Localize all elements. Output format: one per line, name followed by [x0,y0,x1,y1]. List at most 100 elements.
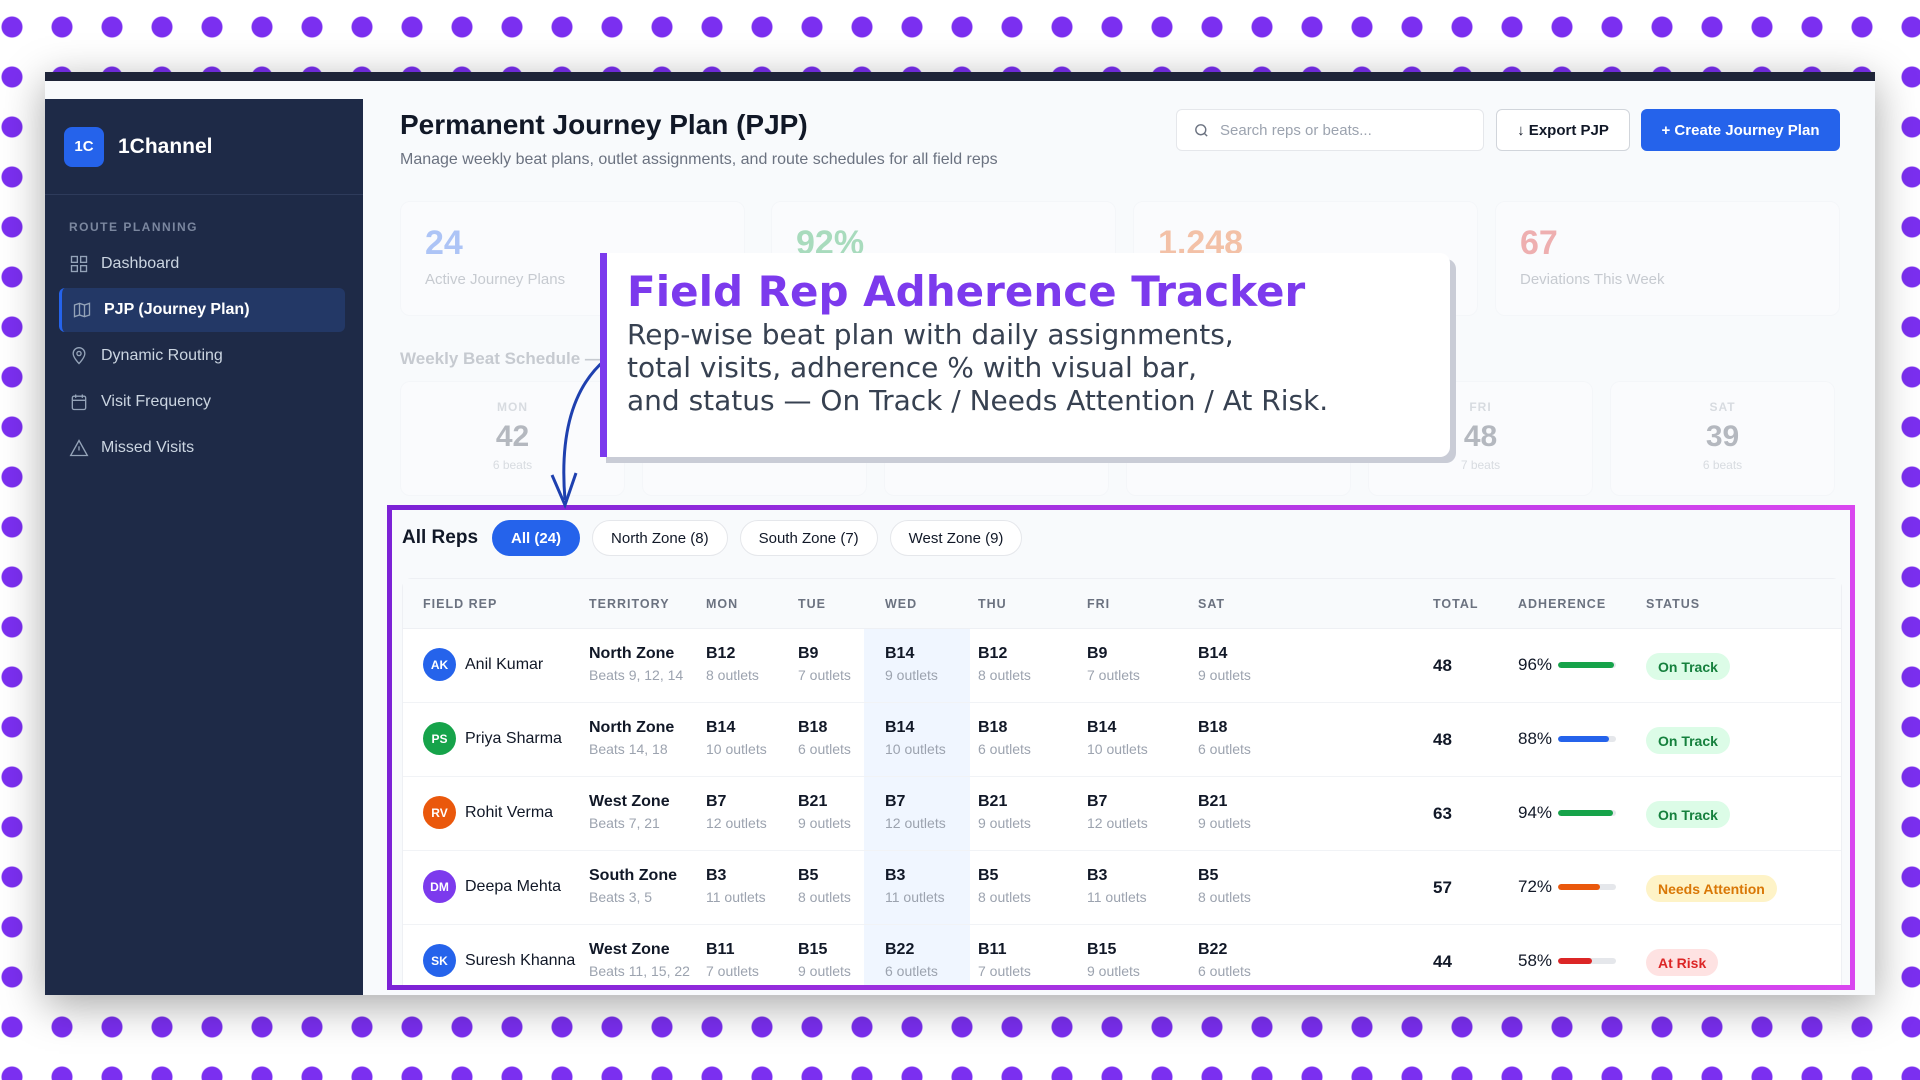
beat-code: B21 [1198,793,1228,810]
sidebar-item-missed-visits[interactable]: Missed Visits [59,426,345,470]
filter-chip[interactable]: West Zone (9) [889,520,1023,556]
adherence-bar [1558,810,1617,816]
status-badge: On Track [1646,727,1730,754]
column-header[interactable]: MON [706,597,739,611]
rep-name[interactable]: Rohit Verma [465,803,554,821]
outlet-count: 6 outlets [798,741,851,757]
beat-code: B18 [978,719,1008,736]
callout-line: and status — On Track / Needs Attention … [627,383,1329,417]
search-icon [1195,123,1208,137]
sidebar-item-dynamic-routing[interactable]: Dynamic Routing [59,334,345,378]
column-header[interactable]: THU [978,597,1007,611]
search-input[interactable]: Search reps or beats... [1176,109,1484,151]
day-card[interactable]: MON 42 6 beats [400,381,625,496]
adherence-bar [1558,662,1617,668]
field-rep: DM Deepa Mehta [423,870,561,903]
rep-name[interactable]: Deepa Mehta [465,877,562,895]
column-header[interactable]: TUE [798,597,826,611]
day-cell: B12 8 outlets [706,645,759,683]
reps-table: FIELD REP TERRITORY MON TUE WED THU FRI SAT TOTA… [402,578,1842,985]
beat-code: B3 [1087,867,1108,884]
column-header[interactable]: ADHERENCE [1518,597,1607,611]
sidebar-item-label: Visit Frequency [101,393,211,410]
beat-code: B14 [706,719,736,736]
sidebar-item-dashboard[interactable]: Dashboard [59,242,345,286]
outlet-count: 9 outlets [798,963,851,979]
day-cell: B5 8 outlets [1198,867,1251,905]
filter-chip[interactable]: All (24) [492,520,581,556]
territory-beats: Beats 7, 21 [589,815,660,831]
table-row[interactable]: AK Anil Kumar North Zone Beats 9, 12, 14 B1… [403,629,1841,703]
sidebar-item-visit-frequency[interactable]: Visit Frequency [59,380,345,424]
adherence-bar-fill [1558,736,1610,742]
beat-code: B12 [706,645,736,662]
day-cell: B18 6 outlets [1198,719,1251,757]
territory-name: West Zone [589,941,670,958]
outlet-count: 9 outlets [1198,667,1251,683]
day-cell: B11 7 outlets [978,941,1031,979]
outlet-count: 9 outlets [1198,815,1251,831]
beat-code: B7 [1087,793,1108,810]
total-visits: 57 [1433,878,1452,897]
territory-name: West Zone [589,793,670,810]
outlet-count: 8 outlets [978,889,1031,905]
day-cell: B3 11 outlets [706,867,766,905]
callout-annotation: Field Rep Adherence Tracker Rep-wise bea… [600,253,1450,457]
avatar: DM [423,870,456,903]
adherence-bar-fill [1558,958,1592,964]
filter-chip[interactable]: North Zone (8) [592,520,728,556]
day-cell: B7 12 outlets [885,793,946,831]
status-badge: Needs Attention [1646,875,1777,902]
page-title: Permanent Journey Plan (PJP) [400,109,808,140]
day-count: 42 [495,420,530,453]
status-badge: At Risk [1646,949,1719,976]
day-cell: B5 8 outlets [978,867,1031,905]
day-card[interactable]: SAT 39 6 beats [1610,381,1835,496]
tue-column-highlight [864,629,970,985]
export-pjp-button[interactable]: ↓ Export PJP [1496,109,1630,151]
app-name: 1Channel [118,134,213,158]
column-header[interactable]: STATUS [1646,597,1701,611]
column-header[interactable]: TERRITORY [589,597,670,611]
beat-code: B21 [978,793,1008,810]
sidebar-item-pjp-journey-plan-[interactable]: PJP (Journey Plan) [59,288,345,332]
day-cell: B15 9 outlets [798,941,851,979]
beat-code: B3 [885,867,906,884]
outlet-count: 12 outlets [885,815,946,831]
outlet-count: 6 outlets [978,741,1031,757]
rep-name[interactable]: Suresh Khanna [465,951,576,969]
beat-code: B12 [978,645,1008,662]
create-journey-plan-button[interactable]: + Create Journey Plan [1641,109,1840,151]
stat-label: Deviations This Week [1520,271,1665,288]
rep-name[interactable]: Priya Sharma [465,729,562,747]
day-cell: B11 7 outlets [706,941,759,979]
filter-chip[interactable]: South Zone (7) [739,520,878,556]
callout-title: Field Rep Adherence Tracker [627,267,1306,316]
outlet-count: 7 outlets [978,963,1031,979]
outlet-count: 7 outlets [1087,667,1140,683]
outlet-count: 8 outlets [1198,889,1251,905]
column-header[interactable]: WED [885,597,918,611]
adherence-value: 72% [1518,877,1553,896]
table-row[interactable]: RV Rohit Verma West Zone Beats 7, 21 B7 12 o… [403,777,1841,851]
column-header[interactable]: TOTAL [1433,597,1479,611]
column-header[interactable]: FRI [1087,597,1111,611]
day-cell: B9 7 outlets [798,645,851,683]
column-header[interactable]: FIELD REP [423,597,498,611]
outlet-count: 6 outlets [885,963,938,979]
adherence-bar [1558,884,1617,890]
day-cell: B21 9 outlets [798,793,851,831]
table-row[interactable]: PS Priya Sharma North Zone Beats 14, 18 B14… [403,703,1841,777]
beat-code: B14 [885,719,915,736]
column-header[interactable]: SAT [1198,597,1226,611]
arrow-icon [550,358,606,510]
total-visits: 63 [1433,804,1452,823]
avatar: AK [423,648,456,681]
day-cell: B22 6 outlets [1198,941,1251,979]
rep-name[interactable]: Anil Kumar [465,655,544,673]
table-row[interactable]: DM Deepa Mehta South Zone Beats 3, 5 B3 11 o… [403,851,1841,925]
day-cell: B22 6 outlets [885,941,938,979]
outlet-count: 12 outlets [706,815,767,831]
all-reps-title: All Reps [402,527,479,548]
table-row[interactable]: SK Suresh Khanna West Zone Beats 11, 15, 2… [403,925,1841,985]
